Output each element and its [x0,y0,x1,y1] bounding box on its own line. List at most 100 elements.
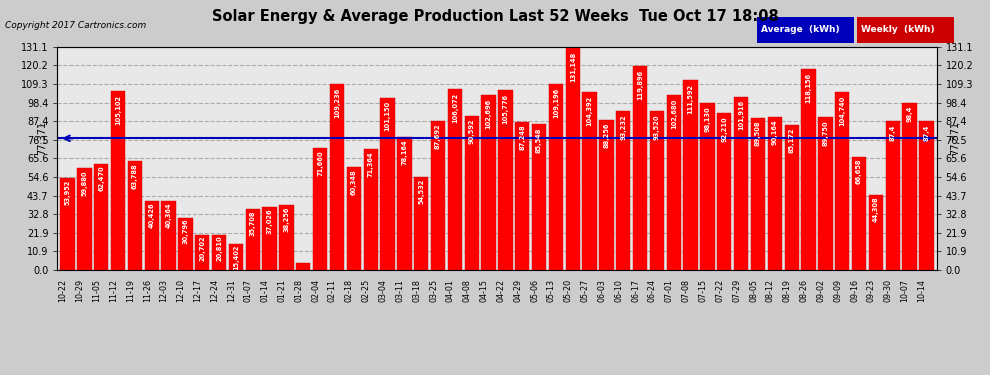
Bar [515,122,530,270]
Bar [212,235,227,270]
Text: 71,364: 71,364 [367,151,373,177]
Bar [818,117,833,270]
Text: 10-14: 10-14 [918,279,927,302]
Bar [94,164,108,270]
Bar [582,92,597,270]
Text: 02-11: 02-11 [328,279,337,302]
Text: 105,102: 105,102 [115,95,121,125]
Text: 09-16: 09-16 [850,279,859,302]
Text: 07-08: 07-08 [682,279,691,302]
Bar [464,116,479,270]
Text: Solar Energy & Average Production Last 52 Weeks  Tue Oct 17 18:08: Solar Energy & Average Production Last 5… [212,9,778,24]
Text: 03-25: 03-25 [429,279,438,302]
Text: 07-15: 07-15 [699,279,708,302]
Text: 09-30: 09-30 [884,279,893,302]
Text: 12-17: 12-17 [193,279,202,302]
Text: 07-29: 07-29 [733,279,742,302]
Bar [700,103,715,270]
Text: 11-12: 11-12 [109,279,118,302]
Text: 12-24: 12-24 [210,279,219,302]
Bar [784,125,799,270]
Text: 04-22: 04-22 [496,279,506,302]
Bar [750,118,765,270]
Text: 15,402: 15,402 [233,244,239,270]
Bar [346,167,361,270]
Text: 53,952: 53,952 [64,180,70,206]
Text: 01-21: 01-21 [277,279,286,302]
Text: 05-13: 05-13 [546,279,556,302]
Text: 104,740: 104,740 [840,95,845,126]
Bar [111,91,125,270]
Text: 04-15: 04-15 [479,279,488,302]
Text: 40,364: 40,364 [165,202,171,228]
Bar [886,121,900,270]
Text: 78,164: 78,164 [401,140,407,165]
Text: 05-27: 05-27 [580,279,590,302]
Bar [330,84,345,270]
Bar [903,102,917,270]
Text: 104,392: 104,392 [587,96,593,126]
Text: 10-07: 10-07 [901,279,910,302]
Bar [599,120,614,270]
Text: 88,256: 88,256 [604,123,610,148]
Text: 12-31: 12-31 [227,279,236,302]
Text: 62,470: 62,470 [98,166,104,191]
Text: 08-26: 08-26 [800,279,809,302]
Bar [296,262,311,270]
Bar [279,205,294,270]
Bar [767,117,782,270]
Text: 06-17: 06-17 [632,279,641,302]
Text: 102,680: 102,680 [671,99,677,129]
Bar [920,121,934,270]
Bar [414,177,429,270]
Text: 02-18: 02-18 [345,279,353,302]
Bar [397,137,412,270]
Text: 12-10: 12-10 [176,279,185,302]
Text: 118,156: 118,156 [806,73,812,103]
Bar [565,47,580,270]
Text: 93,232: 93,232 [621,114,627,140]
Text: 54,532: 54,532 [418,179,424,204]
Text: 38,256: 38,256 [283,206,289,232]
Bar [145,201,158,270]
Text: 08-05: 08-05 [749,279,758,302]
Text: 01-14: 01-14 [260,279,269,302]
Text: 40,426: 40,426 [148,202,154,228]
Bar [380,98,395,270]
Text: 77,371: 77,371 [949,121,959,155]
Text: 03-11: 03-11 [395,279,404,302]
Text: 05-06: 05-06 [530,279,540,302]
Text: 04-08: 04-08 [462,279,471,302]
Text: 04-29: 04-29 [513,279,523,302]
Text: 06-03: 06-03 [597,279,607,302]
Text: 04-01: 04-01 [446,279,454,302]
Bar [717,113,732,270]
Text: 02-04: 02-04 [311,279,320,302]
Text: 66,658: 66,658 [856,159,862,184]
Text: 01-07: 01-07 [244,279,252,302]
Text: 111,592: 111,592 [688,84,694,114]
Text: 98,4: 98,4 [907,106,913,122]
Text: 10-29: 10-29 [75,279,84,302]
Bar [431,121,446,270]
Text: 71,660: 71,660 [317,150,323,176]
Text: 35,708: 35,708 [249,210,255,236]
Text: 89,750: 89,750 [823,120,829,146]
Text: 08-12: 08-12 [766,279,775,302]
Text: Copyright 2017 Cartronics.com: Copyright 2017 Cartronics.com [5,21,147,30]
Bar [683,80,698,270]
Text: 131,148: 131,148 [570,51,576,81]
Bar [481,95,496,270]
Bar [262,207,277,270]
Text: 06-24: 06-24 [648,279,657,302]
Text: 109,196: 109,196 [553,88,559,118]
Bar [649,111,664,270]
Text: 87,4: 87,4 [890,124,896,141]
Text: 60,348: 60,348 [350,170,356,195]
Text: 09-23: 09-23 [867,279,876,302]
Text: 09-09: 09-09 [834,279,842,302]
Text: 10-22: 10-22 [58,279,67,302]
Text: 20,702: 20,702 [199,236,205,261]
Text: 102,696: 102,696 [485,99,492,129]
Bar [363,148,378,270]
